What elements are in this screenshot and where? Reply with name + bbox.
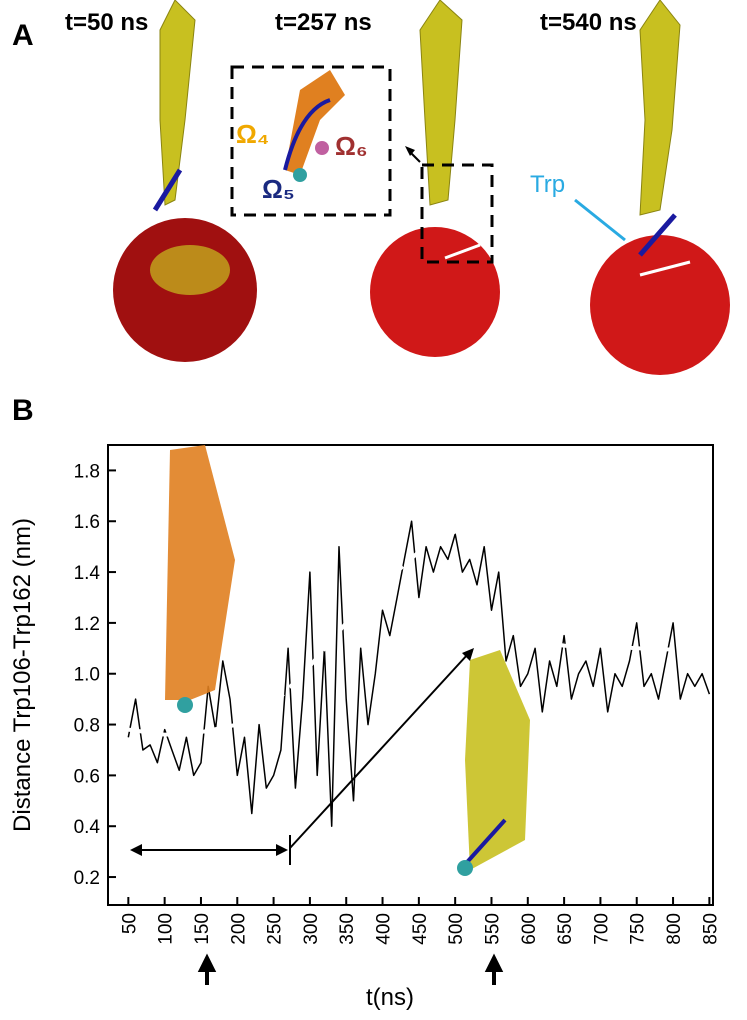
plot-annotations: [130, 445, 530, 985]
y-tick-label: 0.6: [74, 766, 100, 787]
time-label: t=257 ns: [275, 9, 372, 36]
y-tick-label: 0.2: [74, 868, 100, 889]
x-tick-label: 50: [119, 913, 140, 934]
y-tick-label: 0.4: [74, 817, 101, 838]
y-tick-label: 1.8: [74, 461, 100, 482]
fit-line: [128, 526, 710, 737]
x-tick-label: 400: [374, 913, 395, 945]
y-tick-label: 1.2: [74, 614, 100, 635]
y-tick-label: 1.0: [74, 665, 100, 686]
x-tick-label: 700: [591, 913, 612, 945]
panel-label: A: [12, 19, 34, 52]
y-tick-label: 1.4: [74, 563, 101, 584]
time-label: t=540 ns: [540, 9, 637, 36]
x-tick-label: 100: [156, 913, 177, 945]
x-tick-label: 350: [337, 913, 358, 945]
x-tick-label: 800: [664, 913, 685, 945]
x-tick-label: 550: [482, 913, 503, 945]
molecule-images: [113, 0, 730, 375]
x-tick-label: 600: [519, 913, 540, 945]
x-tick-label: 750: [628, 913, 649, 945]
x-tick-label: 200: [228, 913, 249, 945]
x-tick-label: 450: [410, 913, 431, 945]
x-tick-label: 500: [446, 913, 467, 945]
x-tick-label: 850: [700, 913, 721, 945]
x-tick-label: 650: [555, 913, 576, 945]
data-line: [127, 520, 711, 827]
y-axis-label: Distance Trp106-Trp162 (nm): [9, 518, 36, 832]
x-tick-label: 300: [301, 913, 322, 945]
y-tick-label: 1.6: [74, 512, 100, 533]
annotation: Ω₅: [262, 174, 295, 204]
annotation: Ω₆: [335, 131, 368, 161]
x-axis-label: t(ns): [366, 984, 414, 1011]
x-tick-label: 150: [192, 913, 213, 945]
time-label: t=50 ns: [65, 9, 148, 36]
panel-label: B: [12, 394, 34, 427]
annotation: Ω₄: [236, 119, 269, 149]
x-tick-label: 250: [265, 913, 286, 945]
annotation: Trp: [530, 171, 565, 198]
y-tick-label: 0.8: [74, 716, 100, 737]
